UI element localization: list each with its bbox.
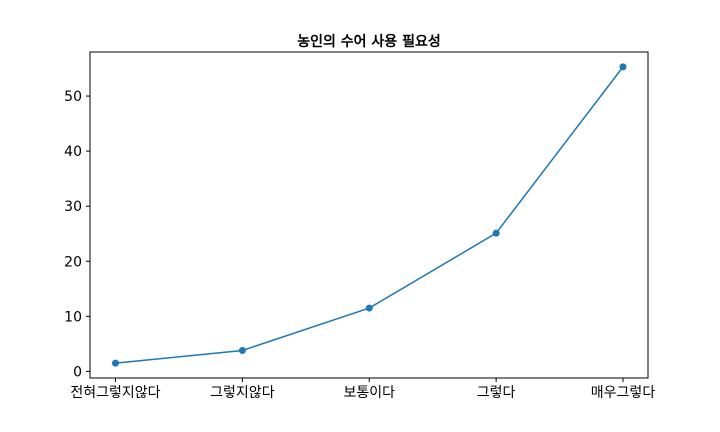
data-point (238, 346, 246, 354)
x-tick-label: 그렇다 (477, 385, 516, 401)
y-tick-label: 20 (64, 254, 82, 270)
x-tick-label: 전혀그렇지않다 (70, 385, 160, 401)
y-tick-label: 30 (64, 199, 82, 215)
data-point (492, 229, 500, 237)
y-tick-label: 50 (64, 89, 82, 105)
data-point (112, 359, 119, 367)
plot-area (112, 63, 627, 367)
x-tick-label: 그렇지않다 (210, 385, 275, 401)
chart-title: 농인의 수어 사용 필요성 (297, 33, 440, 50)
plot-frame (89, 51, 649, 379)
x-tick-label: 매우그렇다 (591, 385, 656, 401)
data-point (619, 63, 627, 71)
y-tick-label: 0 (73, 364, 82, 380)
y-tick-label: 10 (64, 309, 82, 325)
data-point (365, 304, 373, 312)
x-axis: 전혀그렇지않다 그렇지않다 보통이다 그렇다 매우그렇다 (70, 378, 655, 401)
y-tick-label: 40 (64, 144, 82, 160)
x-tick-label: 보통이다 (343, 385, 395, 401)
series-line (115, 66, 624, 364)
y-axis: 0 10 20 30 40 50 (64, 89, 90, 380)
